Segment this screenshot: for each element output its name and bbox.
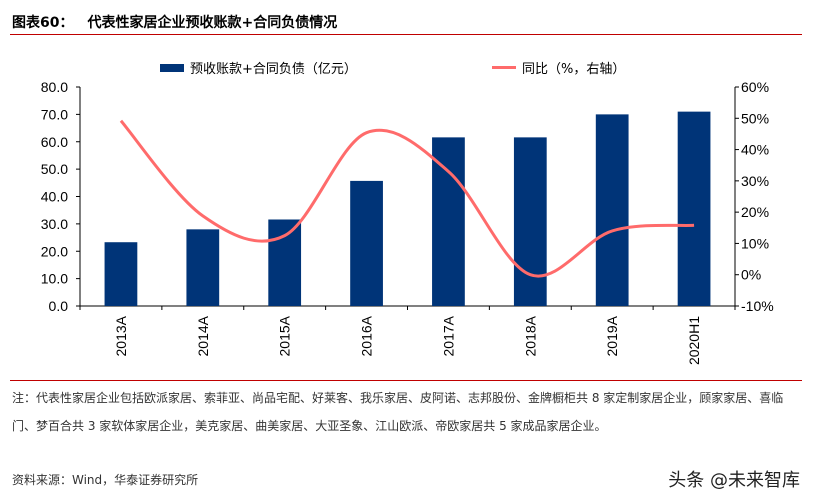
left-tick-label: 20.0 xyxy=(41,243,68,259)
chart-source: 资料来源：Wind，华泰证券研究所 xyxy=(12,473,199,487)
x-tick-label: 2016A xyxy=(359,315,375,356)
left-tick-label: 10.0 xyxy=(41,271,68,287)
x-tick-label: 2017A xyxy=(440,315,456,356)
x-tick-label: 2013A xyxy=(113,315,129,356)
x-tick-label: 2015A xyxy=(277,315,293,356)
right-tick-label: 10% xyxy=(741,235,769,251)
left-tick-label: 50.0 xyxy=(41,161,68,177)
left-tick-label: 60.0 xyxy=(41,134,68,150)
figure-title: 图表60： 代表性家居企业预收账款+合同负债情况 xyxy=(12,12,337,32)
right-tick-label: 0% xyxy=(741,267,761,283)
title-divider xyxy=(10,34,802,35)
bar xyxy=(268,219,302,306)
left-tick-label: 70.0 xyxy=(41,106,68,122)
left-tick-label: 80.0 xyxy=(41,79,68,95)
bar xyxy=(104,242,138,306)
right-tick-label: -10% xyxy=(741,298,774,314)
left-tick-label: 0.0 xyxy=(49,298,69,314)
chart: 0.0 10.0 20.0 30.0 40.0 50.0 60.0 70.0 80.0 -10% 0… xyxy=(41,79,774,365)
legend-bar-swatch xyxy=(160,63,184,72)
yoy-line xyxy=(119,119,695,278)
chart-note: 注：代表性家居企业包括欧派家居、索菲亚、尚品宅配、好莱客、我乐家居、皮阿诺、志邦… xyxy=(12,391,784,433)
right-tick-label: 20% xyxy=(741,204,769,220)
bar xyxy=(595,114,629,306)
notes-divider xyxy=(10,380,802,381)
bar xyxy=(677,111,711,306)
watermark: 头条 @未来智库 xyxy=(668,470,800,491)
right-tick-label: 60% xyxy=(741,79,769,95)
x-tick-label: 2014A xyxy=(195,315,211,356)
x-tick-label: 2019A xyxy=(604,315,620,356)
right-tick-label: 50% xyxy=(741,110,769,126)
bar xyxy=(350,180,383,306)
x-tick-label: 2018A xyxy=(522,315,538,356)
legend-bar-label: 预收账款+合同负债（亿元） xyxy=(190,62,357,77)
bar xyxy=(432,137,465,306)
bar xyxy=(186,229,220,306)
left-tick-label: 40.0 xyxy=(41,189,68,205)
legend-line-label: 同比（%，右轴） xyxy=(522,62,626,77)
legend-bar: 预收账款+合同负债（亿元） xyxy=(160,58,357,77)
figure-title-text: 代表性家居企业预收账款+合同负债情况 xyxy=(87,15,338,31)
left-tick-label: 30.0 xyxy=(41,216,68,232)
legend-line: 同比（%，右轴） xyxy=(492,58,625,77)
right-tick-label: 30% xyxy=(741,173,769,189)
bar xyxy=(513,137,547,306)
right-tick-label: 40% xyxy=(741,142,769,158)
legend-line-swatch xyxy=(492,66,516,69)
x-tick-label: 2020H1 xyxy=(686,316,702,365)
figure-number: 图表60： xyxy=(12,15,74,31)
